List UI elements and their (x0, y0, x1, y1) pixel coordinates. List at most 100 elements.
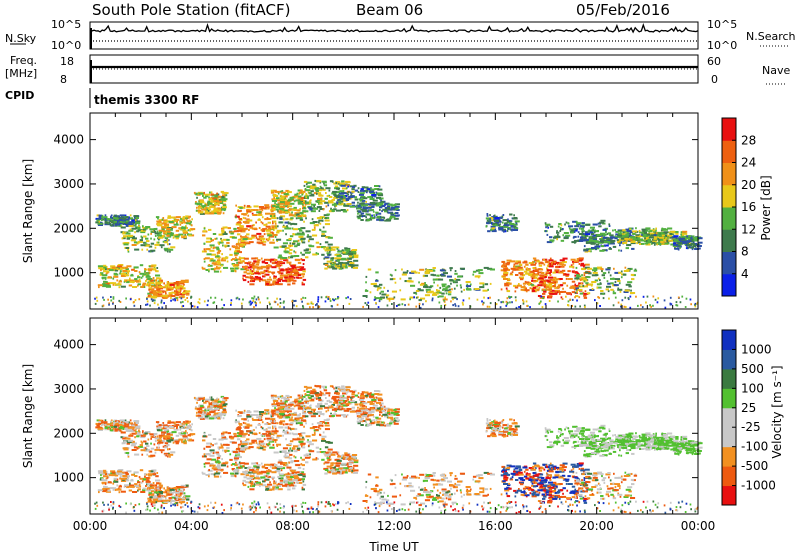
power-cell (586, 240, 592, 243)
power-cell (522, 282, 527, 285)
power-cell (255, 302, 257, 305)
power-cell (312, 234, 318, 237)
power-cell (489, 282, 492, 285)
power-cell (581, 274, 583, 277)
power-cell (373, 298, 376, 301)
power-cell (204, 202, 207, 205)
power-cell (371, 217, 375, 220)
power-cell (292, 282, 296, 285)
power-cell (183, 220, 185, 223)
power-cell (499, 216, 501, 219)
power-cell (209, 191, 211, 194)
power-cell (266, 283, 272, 286)
power-cell (319, 181, 322, 184)
power-cell (468, 297, 471, 300)
power-cell (253, 272, 256, 274)
power-cell (213, 270, 219, 273)
power-cell (117, 266, 123, 269)
power-cell (325, 181, 327, 184)
power-cell (142, 282, 146, 285)
power-cell (230, 232, 234, 235)
power-cell (585, 233, 591, 236)
power-cell (103, 266, 107, 269)
power-cell (612, 277, 615, 280)
power-cell (153, 230, 156, 232)
power-cell (682, 232, 688, 235)
power-cell (147, 292, 153, 295)
power-cell (285, 198, 287, 201)
power-cell (247, 214, 250, 217)
velocity-cell (158, 443, 160, 446)
power-cell (112, 297, 115, 300)
power-cell (249, 264, 255, 266)
power-cell (212, 204, 216, 206)
power-cell (240, 206, 246, 209)
power-cell (619, 241, 625, 244)
power-cell (694, 305, 697, 308)
power-cell (302, 231, 304, 234)
power-cell (242, 238, 248, 241)
power-cell (312, 221, 318, 223)
power-cell (328, 201, 334, 204)
velocity-cell (165, 430, 170, 433)
power-cell (585, 276, 591, 279)
power-cell (209, 259, 212, 262)
velocity-cell (171, 425, 177, 427)
velocity-cell (162, 496, 165, 499)
power-cell (242, 279, 247, 282)
power-cell (210, 200, 214, 203)
velocity-cell (185, 430, 187, 433)
power-cell (333, 182, 335, 185)
power-cell (664, 235, 670, 238)
power-cell (539, 280, 544, 283)
power-cell (114, 284, 117, 286)
power-cell (620, 303, 623, 306)
velocity-cell (116, 473, 122, 476)
power-cell (284, 278, 290, 281)
power-cell (129, 228, 132, 231)
velocity-cell (178, 486, 184, 489)
power-cell (145, 272, 150, 275)
power-cell (227, 227, 231, 230)
velocity-cell (172, 441, 175, 444)
power-cell (302, 207, 304, 210)
power-cell (578, 296, 581, 299)
power-cell (441, 273, 445, 276)
power-cell (133, 221, 135, 224)
power-cell (357, 205, 363, 208)
velocity-cell (126, 486, 130, 489)
power-cell (168, 234, 174, 237)
velocity-cell (181, 424, 185, 427)
power-cell (596, 233, 602, 236)
power-cell (131, 219, 135, 222)
power-cell (545, 273, 547, 276)
power-cell (612, 304, 615, 307)
power-cell (132, 286, 138, 288)
power-cell (212, 197, 218, 200)
power-cell (528, 283, 530, 286)
power-cell (591, 239, 597, 242)
power-cell (319, 208, 325, 210)
power-cell (570, 258, 576, 261)
power-cell (317, 298, 320, 301)
power-cell (333, 202, 338, 205)
power-cell (202, 206, 205, 209)
power-cell (230, 303, 232, 306)
velocity-cell (133, 421, 136, 424)
power-cell (185, 222, 191, 225)
velocity-cell (176, 425, 178, 428)
power-cell (158, 295, 162, 298)
power-cell (215, 246, 220, 249)
power-cell (294, 193, 298, 196)
power-cell (297, 276, 303, 279)
power-cell (264, 273, 270, 276)
velocity-cell (136, 435, 140, 438)
power-cell (267, 227, 270, 230)
velocity-cell (128, 421, 130, 424)
velocity-cell (176, 427, 178, 430)
power-cell (367, 196, 373, 199)
power-cell (367, 301, 370, 304)
velocity-cell (98, 491, 100, 494)
power-cell (200, 211, 204, 214)
power-cell (336, 303, 339, 306)
